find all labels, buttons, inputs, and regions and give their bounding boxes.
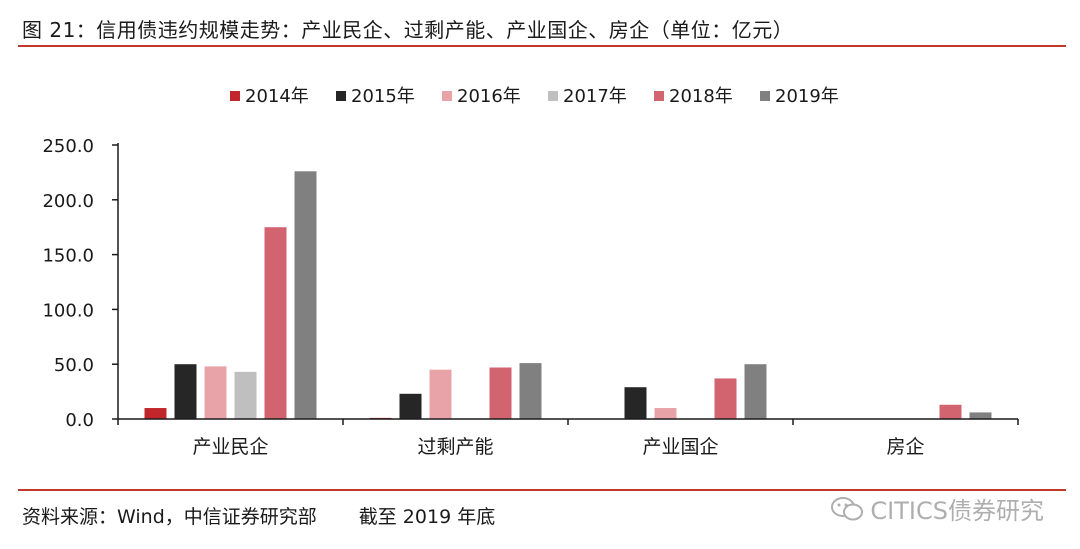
bottom-divider (18, 489, 1066, 491)
y-tick-label: 200.0 (42, 191, 94, 212)
bar (939, 404, 962, 419)
bar (714, 378, 737, 419)
legend-swatch (654, 91, 664, 101)
legend-swatch (336, 91, 346, 101)
y-tick-label: 0.0 (65, 410, 94, 431)
x-category-label: 过剩产能 (417, 436, 493, 458)
bar (969, 412, 992, 419)
source-note: 资料来源：Wind，中信证券研究部 截至 2019 年底 (22, 502, 495, 529)
bar (264, 227, 287, 419)
wechat-icon (831, 496, 864, 520)
bar (624, 387, 647, 419)
x-axis-categories: 产业民企 过剩产能 产业国企 房企 (192, 436, 924, 458)
legend-label: 2014年 (245, 86, 309, 107)
y-tick-label: 50.0 (54, 355, 94, 376)
legend-swatch (548, 91, 558, 101)
y-tick-label: 100.0 (42, 300, 94, 321)
watermark: CITICS债券研究 (830, 491, 1044, 526)
legend-swatch (760, 91, 770, 101)
bar (144, 408, 167, 419)
bar (519, 363, 542, 419)
bar (399, 393, 422, 419)
bar (744, 364, 767, 419)
watermark-text: CITICS债券研究 (870, 497, 1044, 525)
y-tick-label: 150.0 (42, 246, 94, 267)
bar (174, 364, 197, 419)
x-category-label: 产业国企 (642, 436, 718, 458)
y-tick-label: 250.0 (42, 136, 94, 157)
legend: 2014年 2015年 2016年 2017年 2018年 2019年 (230, 86, 839, 107)
x-category-label: 产业民企 (192, 436, 268, 458)
legend-label: 2018年 (669, 86, 733, 107)
y-axis-ticks: 0.0 50.0 100.0 150.0 200.0 250.0 (42, 136, 118, 431)
bar (489, 367, 512, 419)
bar (234, 371, 257, 419)
legend-swatch (442, 91, 452, 101)
x-category-label: 房企 (886, 436, 924, 458)
bar (294, 171, 317, 419)
legend-label: 2016年 (457, 86, 521, 107)
legend-label: 2019年 (775, 86, 839, 107)
bars (144, 171, 992, 419)
bar (654, 408, 677, 419)
source-text: 资料来源：Wind，中信证券研究部 (22, 506, 317, 528)
top-divider (18, 45, 1066, 47)
axes (117, 143, 1019, 425)
cutoff-text: 截至 2019 年底 (358, 506, 496, 528)
bar (204, 366, 227, 419)
bar (429, 369, 452, 419)
figure-title: 图 21：信用债违约规模走势：产业民企、过剩产能、产业国企、房企（单位：亿元） (22, 18, 794, 42)
legend-label: 2015年 (351, 86, 415, 107)
legend-label: 2017年 (563, 86, 627, 107)
legend-swatch (230, 91, 240, 101)
